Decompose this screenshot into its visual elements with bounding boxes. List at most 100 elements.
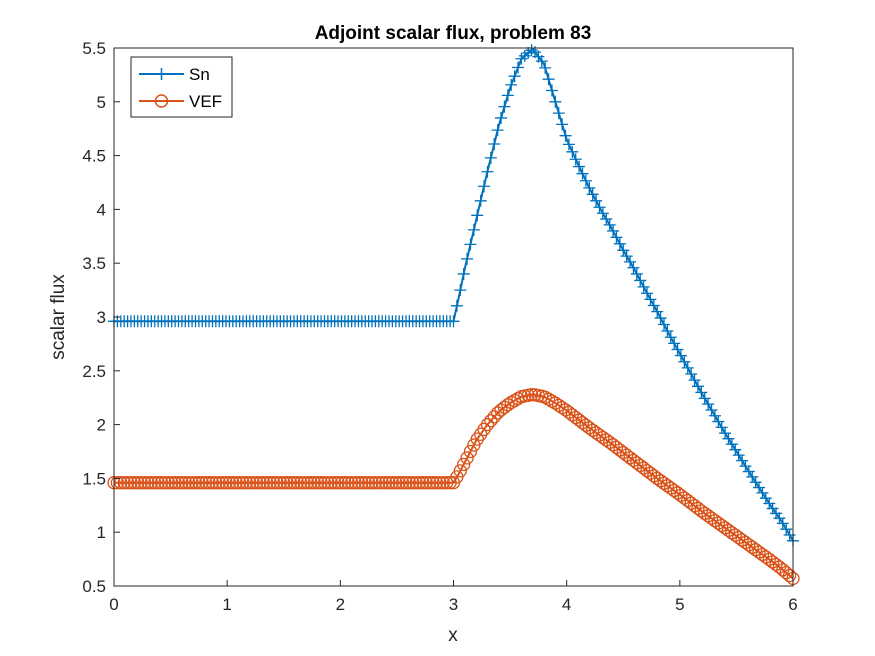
vef-point: [114, 476, 128, 490]
vef-point: [511, 391, 525, 406]
vef-point: [484, 414, 498, 428]
vef-point: [769, 557, 783, 572]
vef-point: [158, 476, 172, 490]
vef-point: [494, 403, 508, 417]
vef-point: [579, 418, 593, 432]
legend-vef-circle-icon: [154, 94, 169, 108]
y-tick-label: 1: [97, 523, 106, 542]
vef-point: [120, 476, 135, 490]
y-tick-label: 5: [97, 93, 106, 112]
x-tick-label: 4: [562, 595, 571, 614]
y-tick-label: 2.5: [82, 362, 106, 381]
sn-point: [566, 145, 579, 158]
vef-point: [423, 476, 437, 490]
y-tick-label: 3: [97, 308, 106, 327]
sn-point: [688, 374, 701, 387]
sn-point: [634, 274, 647, 287]
vef-point: [660, 479, 675, 493]
vef-point: [650, 471, 664, 486]
vef-point: [419, 476, 433, 490]
vef-point: [127, 476, 142, 490]
vef-point: [524, 388, 539, 402]
vef-point: [358, 476, 372, 490]
vef-point: [232, 476, 247, 490]
vef-point: [321, 476, 335, 490]
vef-point: [328, 476, 342, 490]
vef-point: [725, 526, 739, 540]
x-tick-label: 6: [788, 595, 797, 614]
vef-point: [110, 476, 125, 490]
vef-point: [674, 488, 688, 503]
vef-point: [647, 469, 661, 483]
vef-point: [137, 476, 152, 490]
vef-point: [148, 476, 162, 490]
legend-sn-plus-icon: [155, 68, 168, 80]
sn-point: [678, 355, 691, 368]
vef-point: [582, 421, 596, 435]
vef-point: [341, 476, 355, 490]
sn-point: [576, 167, 589, 180]
sn-point: [464, 238, 477, 251]
vef-point: [361, 476, 376, 490]
sn-point: [474, 194, 487, 207]
vef-point: [463, 444, 478, 459]
vef-point: [239, 476, 254, 490]
vef-point: [277, 476, 291, 490]
vef-point: [382, 476, 396, 490]
vef-point: [436, 476, 450, 490]
sn-point: [637, 280, 650, 293]
vef-point: [691, 501, 705, 515]
vef-point: [681, 493, 695, 508]
vef-point: [586, 423, 600, 437]
series-vef: [107, 388, 800, 586]
y-tick-label: 3.5: [82, 254, 106, 273]
x-tick-label: 2: [336, 595, 345, 614]
y-tick-label: 0.5: [82, 577, 106, 596]
sn-point: [651, 305, 664, 318]
vef-point: [253, 476, 267, 490]
sn-point: [573, 160, 586, 173]
vef-point: [541, 392, 556, 406]
vef-point: [555, 400, 569, 415]
vef-point: [664, 481, 678, 495]
vef-point: [416, 476, 430, 490]
sn-point: [512, 61, 525, 74]
y-tick-label: 1.5: [82, 469, 106, 488]
sn-point: [539, 61, 552, 74]
vef-point: [616, 445, 630, 460]
vef-point: [375, 476, 389, 490]
vef-point: [338, 476, 352, 490]
sn-point: [613, 237, 626, 250]
vef-point: [324, 476, 338, 490]
vef-point: [732, 530, 746, 545]
vef-point: [657, 476, 671, 490]
vef-point: [263, 476, 277, 490]
vef-point: [402, 476, 417, 490]
vef-point: [378, 476, 393, 490]
sn-point: [447, 315, 460, 328]
vef-point: [558, 403, 573, 417]
sn-point: [461, 252, 474, 265]
sn-point: [508, 70, 521, 83]
vef-point: [317, 476, 332, 490]
vef-point: [497, 400, 512, 415]
vef-point: [609, 440, 624, 455]
vef-point: [280, 476, 294, 490]
vef-point: [670, 486, 685, 500]
vef-point: [134, 476, 148, 490]
legend-sn-label: Sn: [189, 65, 210, 84]
vef-point: [182, 476, 196, 490]
vef-point: [205, 476, 220, 490]
vef-point: [243, 476, 257, 490]
vef-point: [589, 426, 603, 440]
vef-point: [715, 518, 729, 533]
sn-point: [467, 223, 480, 236]
sn-point: [654, 312, 667, 325]
sn-point: [685, 368, 698, 381]
vef-point: [314, 476, 328, 490]
x-tick-label: 0: [109, 595, 118, 614]
vef-point: [171, 476, 186, 490]
vef-point: [229, 476, 243, 490]
vef-point: [653, 474, 668, 488]
vef-point: [392, 476, 406, 490]
